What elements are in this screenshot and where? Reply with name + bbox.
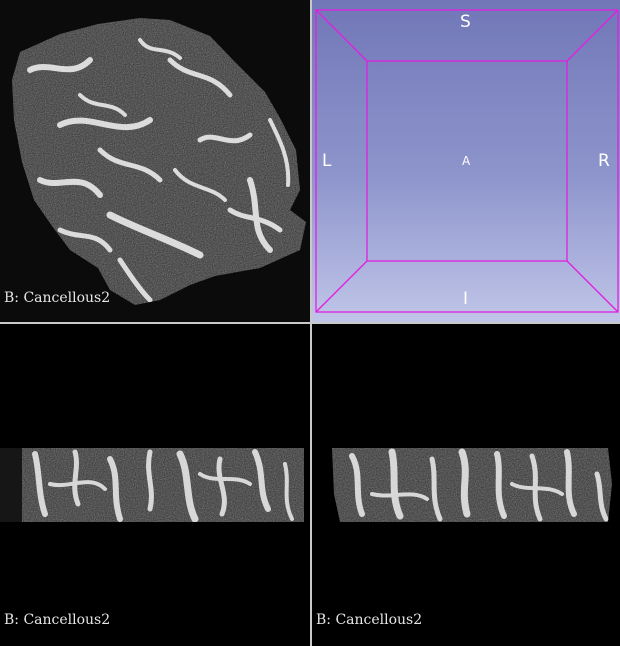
sagittal-background-label: B: Cancellous2 (4, 612, 111, 628)
sagittal-bone-image (0, 448, 304, 522)
sagittal-slice-view[interactable]: B: Cancellous2 (0, 324, 310, 646)
orientation-inferior-label: I (463, 289, 469, 309)
view-divider-horizontal[interactable] (0, 322, 620, 324)
coronal-slice-view[interactable]: B: Cancellous2 (312, 324, 620, 646)
axial-slice-view[interactable]: B: Cancellous2 (0, 0, 310, 322)
three-d-view[interactable]: S I L R A (312, 0, 620, 322)
coronal-background-label: B: Cancellous2 (316, 612, 423, 628)
bounding-box-outline (315, 9, 619, 313)
orientation-superior-label: S (460, 12, 471, 32)
orientation-left-label: L (322, 151, 332, 171)
orientation-anterior-label: A (462, 154, 471, 168)
axial-background-label: B: Cancellous2 (4, 290, 111, 306)
coronal-bone-image (332, 448, 612, 522)
axial-bone-image (12, 18, 306, 305)
orientation-right-label: R (598, 151, 610, 171)
